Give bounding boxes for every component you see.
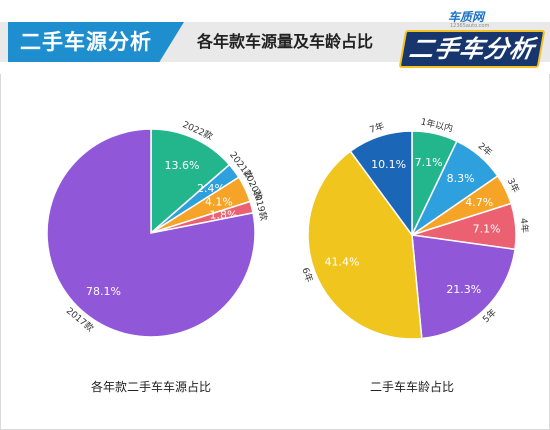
- banner-subtitle: 各年款车源量及车龄占比: [197, 32, 374, 51]
- chart-2-slice-7: [349, 130, 413, 238]
- logo-site-text: 12365auto.com: [450, 23, 490, 29]
- chart-2-value-label-2: 8.3%: [447, 172, 475, 185]
- chart-2-value-label-1: 7.1%: [415, 156, 443, 169]
- chart-2-title: 二手车车龄占比: [369, 380, 455, 394]
- chart-2-value-label-3: 4.7%: [465, 196, 493, 209]
- chart-2-category-label-7: 7年: [368, 120, 386, 136]
- chart-2-value-label-6: 41.4%: [325, 256, 360, 269]
- chart-2-value-label-5: 21.3%: [446, 283, 481, 296]
- chart-2-value-label-4: 7.1%: [473, 223, 501, 236]
- logo-brand-text: 车质网: [448, 10, 485, 24]
- banner-title-block: [8, 22, 184, 62]
- banner-title: 二手车源分析: [20, 30, 152, 54]
- chart-1-value-label-3: 4.1%: [205, 195, 233, 208]
- brand-logo: 车质网 12365auto.com 二手车分析: [398, 6, 546, 68]
- chart-2-slice-5: [411, 234, 516, 340]
- chart-1-slice-5: [46, 128, 256, 338]
- chart-2-value-label-7: 10.1%: [371, 158, 406, 171]
- chart-1-value-label-5: 78.1%: [86, 285, 121, 298]
- chart-1-slice-1: [150, 128, 231, 235]
- chart-2-slice-6: [307, 150, 423, 340]
- chart-2-category-label-4: 4年: [518, 218, 531, 234]
- chart-1-value-label-1: 13.6%: [165, 159, 200, 172]
- chart-1-title: 各年款二手车车源占比: [90, 380, 212, 394]
- header-banner: 二手车源分析 各年款车源量及车龄占比 车质网 12365auto.com 二手车…: [0, 0, 550, 74]
